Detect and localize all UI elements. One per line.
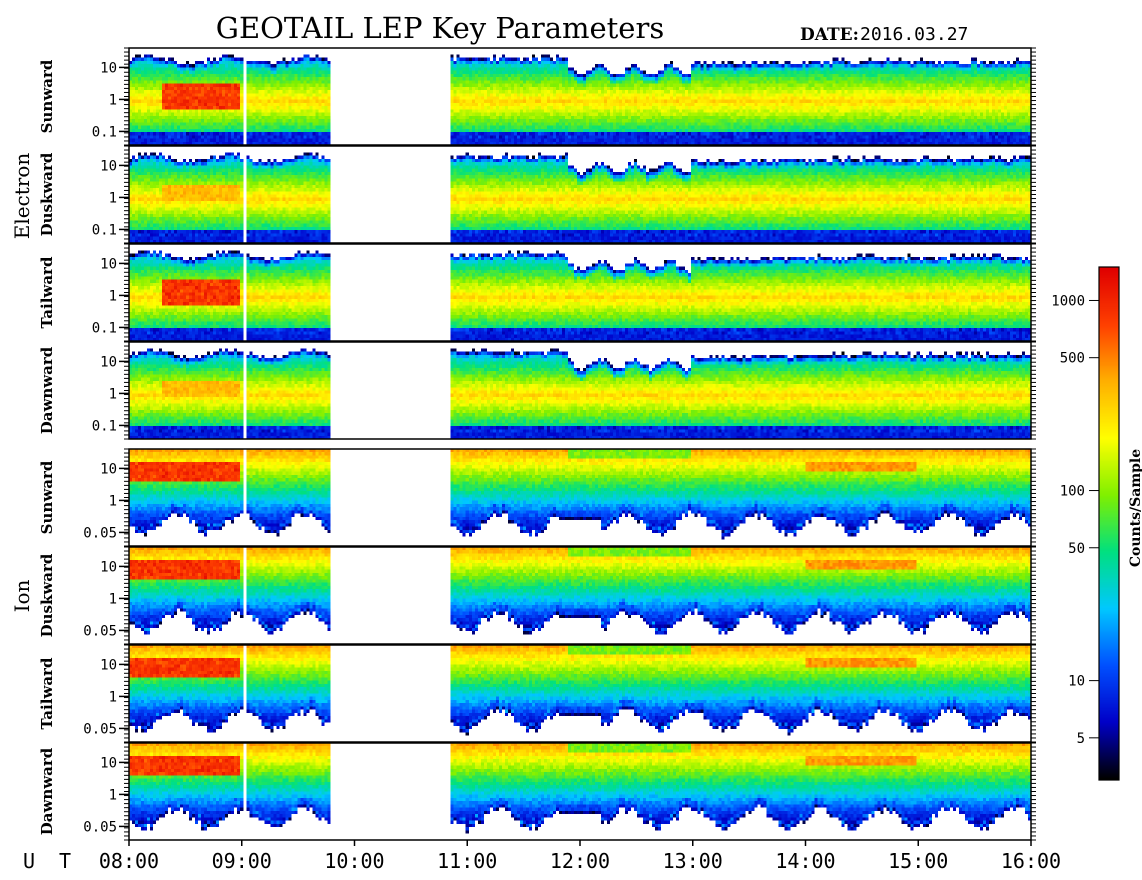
colorbar-frame (1098, 266, 1120, 781)
colorbar-tick-label: 1000 (1051, 293, 1085, 309)
y-tick-label: 0.1 (92, 222, 117, 238)
y-tick-label: 1 (109, 190, 117, 206)
ion-panel-1: 10 1 0.05 Sunward (38, 448, 1036, 547)
x-tick-label: 12:00 (550, 849, 610, 873)
x-tick-label: 14:00 (775, 849, 835, 873)
electron-panel-1: 10 1 0.1 Sunward (38, 47, 1036, 146)
spectrogram-raster (129, 48, 1031, 145)
y-tick-label: 1 (109, 92, 117, 108)
ion-panel-4: 10 1 0.05 Dawnward (38, 742, 1036, 841)
electron-panel-4: 10 1 0.1 Dawnward (38, 341, 1036, 440)
panel-direction-label: Duskward (38, 152, 56, 236)
electron-panel-3: 10 1 0.1 Tailward (38, 243, 1036, 342)
colorbar-gradient (1099, 267, 1119, 780)
colorbar-label: Counts/Sample (1128, 449, 1142, 567)
colorbar-tick-label: 100 (1060, 484, 1085, 500)
y-tick-label: 0.1 (92, 418, 117, 434)
chart-title: GEOTAIL LEP Key Parameters (216, 11, 664, 45)
spectrogram-raster (129, 547, 1031, 644)
date-value: 2016.03.27 (860, 24, 968, 45)
group-label-ion: Ion (10, 579, 34, 612)
spectrogram-panels: 10 1 0.1 Sunward 10 1 0.1 Duskward 10 1 0.1 Tailwar… (10, 47, 1036, 841)
x-tick-label: 09:00 (212, 849, 272, 873)
y-tick-label: 0.05 (83, 525, 117, 541)
x-tick-label: 16:00 (1001, 849, 1061, 873)
colorbar-tick-label: 50 (1068, 541, 1085, 557)
y-tick-label: 0.1 (92, 320, 117, 336)
x-tick-label: 10:00 (324, 849, 384, 873)
y-tick-label: 10 (100, 657, 117, 673)
panel-direction-label: Sunward (38, 460, 56, 534)
colorbar: 1000 500 100 50 10 5 Counts/Sample (1051, 266, 1142, 781)
group-label-electron: Electron (10, 153, 34, 240)
spectrogram-raster (129, 743, 1031, 840)
spectrogram-raster (129, 244, 1031, 341)
ion-panel-3: 10 1 0.05 Tailward (38, 644, 1036, 743)
y-tick-label: 10 (100, 158, 117, 174)
y-tick-label: 0.1 (92, 124, 117, 140)
x-tick-label: 08:00 (99, 849, 159, 873)
y-tick-label: 0.05 (83, 721, 117, 737)
y-tick-label: 10 (100, 559, 117, 575)
colorbar-tick-label: 5 (1077, 731, 1085, 747)
ion-panel-2: 10 1 0.05 Duskward (38, 546, 1036, 645)
x-axis-label: U T (23, 849, 77, 873)
panel-direction-label: Dawnward (38, 346, 56, 434)
y-tick-label: 1 (109, 689, 117, 705)
y-tick-label: 1 (109, 591, 117, 607)
y-tick-label: 10 (100, 60, 117, 76)
panel-direction-label: Dawnward (38, 747, 56, 835)
spectrogram-raster (129, 342, 1031, 439)
panel-direction-label: Duskward (38, 553, 56, 637)
spectrogram-raster (129, 645, 1031, 742)
electron-panel-2: 10 1 0.1 Duskward (38, 145, 1036, 244)
y-tick-label: 10 (100, 755, 117, 771)
x-tick-label: 11:00 (437, 849, 497, 873)
colorbar-tick-label: 10 (1068, 674, 1085, 690)
time-axis: U T 08:00 09:00 10:00 11:00 12:00 13:00 14:00 15… (23, 840, 1061, 873)
y-tick-label: 1 (109, 493, 117, 509)
y-tick-label: 10 (100, 461, 117, 477)
x-tick-label: 15:00 (888, 849, 948, 873)
y-tick-label: 1 (109, 787, 117, 803)
y-tick-label: 10 (100, 354, 117, 370)
panel-direction-label: Sunward (38, 59, 56, 133)
spectrogram-raster (129, 449, 1031, 546)
y-tick-label: 1 (109, 386, 117, 402)
y-tick-label: 0.05 (83, 623, 117, 639)
panel-direction-label: Tailward (38, 657, 56, 729)
panel-direction-label: Tailward (38, 256, 56, 328)
y-tick-label: 10 (100, 256, 117, 272)
colorbar-tick-label: 500 (1060, 351, 1085, 367)
x-tick-label: 13:00 (663, 849, 723, 873)
spectrogram-raster (129, 146, 1031, 243)
date-label: DATE: (800, 25, 859, 45)
y-tick-label: 1 (109, 288, 117, 304)
y-tick-label: 0.05 (83, 819, 117, 835)
